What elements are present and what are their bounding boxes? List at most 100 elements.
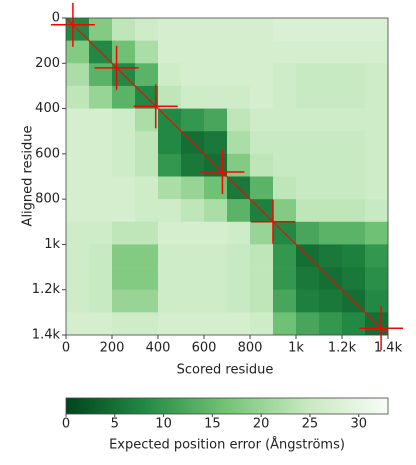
heatmap-cell <box>112 176 136 200</box>
y-tick-label: 0 <box>52 11 60 26</box>
heatmap-cell <box>342 244 366 268</box>
heatmap-cell <box>204 131 228 155</box>
heatmap-cell <box>319 131 343 155</box>
heatmap-cell <box>365 176 389 200</box>
x-tick-label: 200 <box>100 341 125 356</box>
heatmap-cell <box>204 176 228 200</box>
heatmap-cell <box>296 312 320 336</box>
heatmap-cell <box>365 267 389 291</box>
heatmap-cell <box>227 40 251 64</box>
heatmap-cell <box>227 63 251 87</box>
heatmap-cell <box>204 40 228 64</box>
heatmap-cell <box>319 18 343 41</box>
heatmap-cell <box>273 244 297 268</box>
heatmap-cell <box>250 63 274 87</box>
heatmap-cell <box>204 108 228 132</box>
heatmap-cell <box>112 289 136 313</box>
heatmap-cell <box>181 108 205 132</box>
heatmap-cell <box>227 221 251 245</box>
heatmap-cell <box>66 131 90 155</box>
heatmap-cell <box>273 85 297 109</box>
heatmap-cell <box>365 199 389 223</box>
heatmap-cell <box>273 153 297 177</box>
x-tick-label: 0 <box>62 341 70 356</box>
heatmap-cell <box>227 131 251 155</box>
heatmap-cell <box>365 131 389 155</box>
heatmap-cell <box>250 131 274 155</box>
heatmap-cell <box>158 176 182 200</box>
heatmap-cell <box>204 85 228 109</box>
heatmap-cell <box>342 108 366 132</box>
heatmap-cell <box>204 63 228 87</box>
heatmap-cell <box>135 63 159 87</box>
heatmap-cell <box>342 131 366 155</box>
heatmap-cell <box>158 131 182 155</box>
heatmap-cell <box>342 85 366 109</box>
heatmap-cell <box>112 85 136 109</box>
heatmap-cell <box>365 289 389 313</box>
heatmap-cell <box>158 267 182 291</box>
heatmap-cell <box>296 221 320 245</box>
colorbar-tick-label: 20 <box>253 417 270 432</box>
heatmap-cell <box>227 153 251 177</box>
heatmap-cell <box>227 267 251 291</box>
heatmap-cell <box>89 153 113 177</box>
heatmap-cell <box>66 176 90 200</box>
heatmap-cell <box>112 199 136 223</box>
heatmap-cell <box>365 221 389 245</box>
heatmap-cell <box>227 85 251 109</box>
heatmap-cell <box>365 85 389 109</box>
heatmap-cell <box>135 176 159 200</box>
x-tick-label: 1.4k <box>374 341 403 356</box>
heatmap-cell <box>319 289 343 313</box>
heatmap-cell <box>204 312 228 336</box>
heatmap-cell <box>135 221 159 245</box>
heatmap-cell <box>181 221 205 245</box>
heatmap-cell <box>365 40 389 64</box>
heatmap-cell <box>181 18 205 41</box>
y-tick-label: 1k <box>44 237 60 252</box>
heatmap-cell <box>66 312 90 336</box>
y-tick-label: 600 <box>35 146 60 161</box>
heatmap-cell <box>181 244 205 268</box>
heatmap-cell <box>342 63 366 87</box>
colorbar <box>65 397 389 415</box>
heatmap-cell <box>66 153 90 177</box>
x-tick-label: 800 <box>238 341 263 356</box>
heatmap-cell <box>158 244 182 268</box>
heatmap-cell <box>112 267 136 291</box>
heatmap-cell <box>66 108 90 132</box>
heatmap-cell <box>112 18 136 41</box>
heatmap-cell <box>158 221 182 245</box>
heatmap-cell <box>89 63 113 87</box>
heatmap-cell <box>342 221 366 245</box>
heatmap-cell <box>158 312 182 336</box>
heatmap-cell <box>135 131 159 155</box>
heatmap-cell <box>204 18 228 41</box>
heatmap-cell <box>365 18 389 41</box>
heatmap-cell <box>319 199 343 223</box>
heatmap-cell <box>66 289 90 313</box>
heatmap-cell <box>89 176 113 200</box>
heatmap-cell <box>296 289 320 313</box>
y-tick-label: 1.4k <box>32 328 61 343</box>
heatmap-cell <box>181 176 205 200</box>
heatmap-cell <box>158 199 182 223</box>
heatmap-cell <box>296 40 320 64</box>
x-tick-label: 1.2k <box>328 341 357 356</box>
heatmap-cell <box>158 153 182 177</box>
heatmap-cell <box>112 312 136 336</box>
heatmap-cell <box>296 199 320 223</box>
heatmap-cell <box>112 40 136 64</box>
heatmap-cell <box>342 40 366 64</box>
heatmap-cell <box>89 18 113 41</box>
heatmap-cell <box>365 153 389 177</box>
heatmap-cell <box>296 176 320 200</box>
heatmap-cell <box>135 40 159 64</box>
y-tick-label: 1.2k <box>32 282 61 297</box>
heatmap-cell <box>296 108 320 132</box>
heatmap-cell <box>250 221 274 245</box>
heatmap-cell <box>227 199 251 223</box>
heatmap-cell <box>158 85 182 109</box>
heatmap-cell <box>112 131 136 155</box>
